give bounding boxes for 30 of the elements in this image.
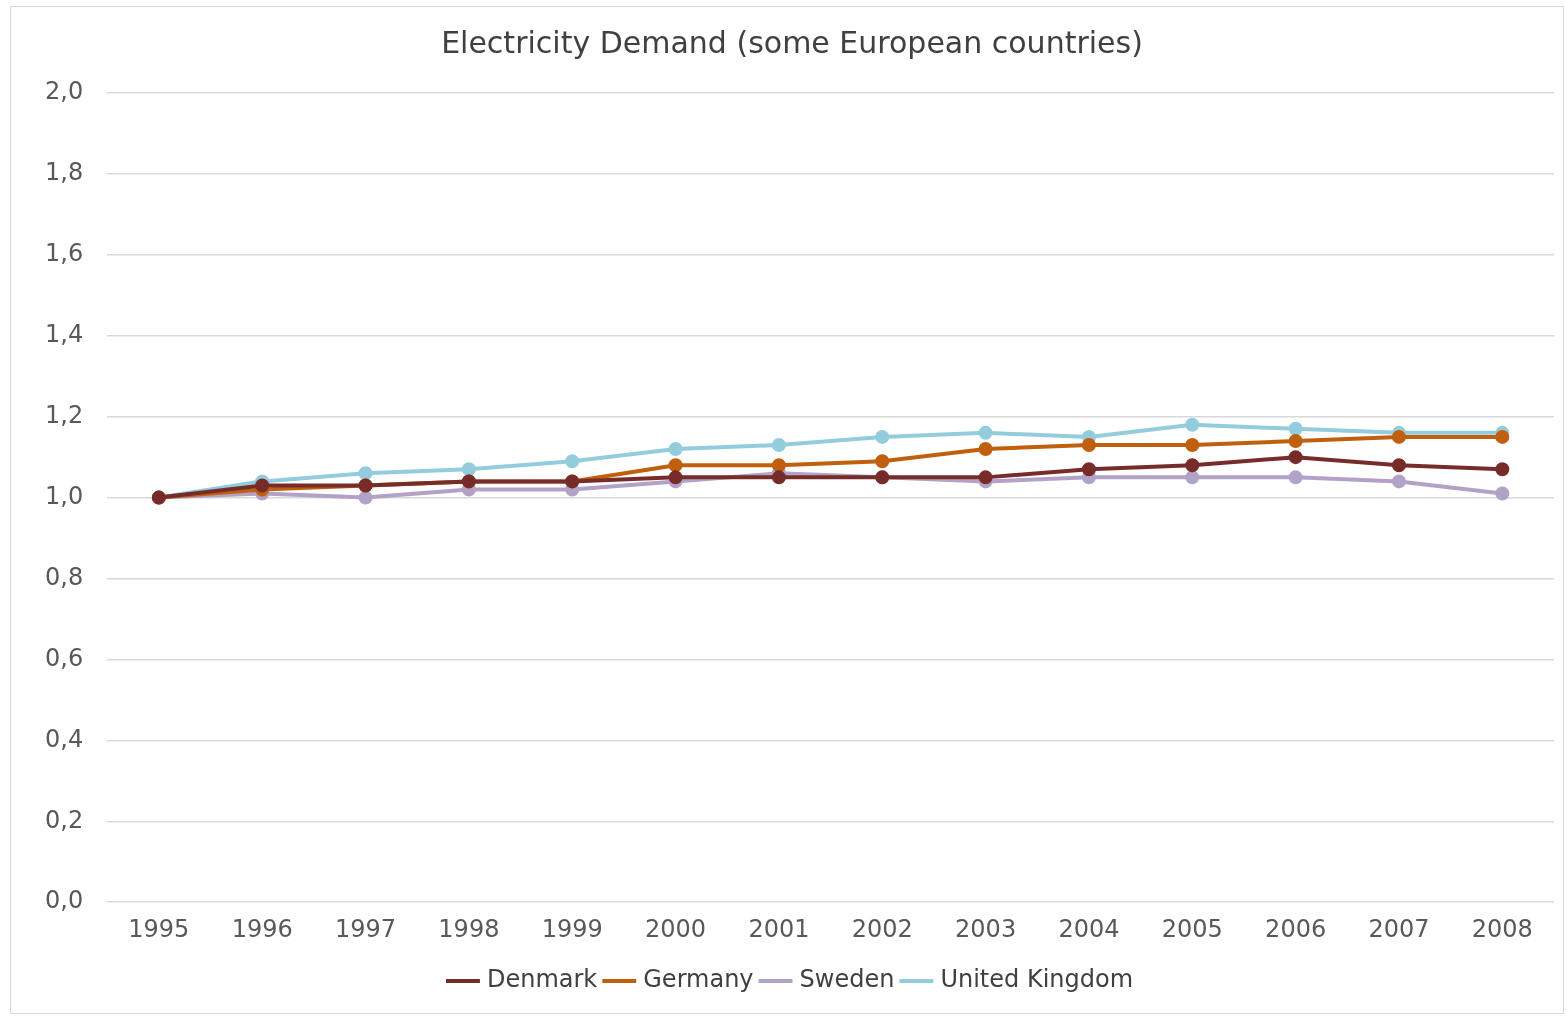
- x-tick-label: 1997: [334, 914, 397, 943]
- legend-label: Denmark: [486, 965, 598, 994]
- y-tick-label: 0,2: [45, 805, 84, 834]
- x-tick-label: 2003: [955, 914, 1017, 943]
- legend-label: Germany: [643, 965, 754, 994]
- y-tick-label: 0,0: [45, 886, 84, 915]
- x-tick-label: 1995: [128, 914, 190, 943]
- x-tick-label: 1999: [541, 914, 603, 943]
- x-tick-label: 2004: [1058, 914, 1120, 943]
- y-tick-label: 1,6: [45, 239, 84, 268]
- y-tick-label: 1,8: [45, 158, 84, 187]
- legend-label: Sweden: [799, 965, 895, 994]
- x-tick-label: 2006: [1265, 914, 1327, 943]
- x-tick-label: 1998: [438, 914, 500, 943]
- x-tick-label: 2007: [1368, 914, 1430, 943]
- chart-title: Electricity Demand (some European countries): [441, 24, 1143, 60]
- x-tick-label: 2005: [1161, 914, 1223, 943]
- y-tick-label: 1,2: [45, 400, 84, 429]
- x-tick-label: 1996: [231, 914, 293, 943]
- x-tick-label: 2002: [851, 914, 913, 943]
- y-tick-label: 0,6: [45, 643, 84, 672]
- x-tick-label: 2001: [748, 914, 810, 943]
- y-tick-label: 1,0: [45, 481, 84, 510]
- y-tick-label: 0,4: [45, 724, 84, 753]
- x-tick-label: 2008: [1471, 914, 1533, 943]
- x-tick-label: 2000: [645, 914, 707, 943]
- y-tick-label: 2,0: [45, 77, 84, 106]
- y-tick-label: 1,4: [45, 319, 84, 348]
- legend-label: United Kingdom: [940, 965, 1134, 994]
- y-tick-label: 0,8: [45, 562, 84, 591]
